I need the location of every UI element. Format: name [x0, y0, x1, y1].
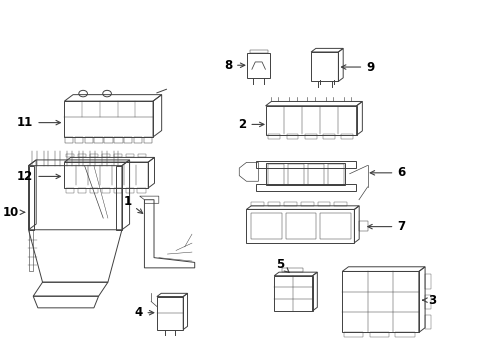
Text: 12: 12: [17, 170, 61, 183]
Bar: [116, 166, 122, 230]
Bar: [114, 137, 122, 143]
Bar: [304, 134, 316, 139]
Bar: [251, 202, 263, 206]
Bar: [78, 154, 86, 157]
Bar: [267, 163, 283, 185]
Bar: [281, 267, 303, 272]
Bar: [249, 50, 267, 53]
Bar: [265, 163, 345, 185]
Bar: [246, 210, 354, 243]
Bar: [267, 202, 280, 206]
Bar: [334, 202, 346, 206]
Bar: [124, 137, 132, 143]
Bar: [286, 134, 298, 139]
Text: 1: 1: [123, 195, 142, 213]
Bar: [341, 134, 352, 139]
Bar: [90, 154, 98, 157]
Text: 2: 2: [238, 118, 264, 131]
Bar: [268, 134, 280, 139]
Bar: [256, 184, 355, 191]
Bar: [78, 188, 86, 193]
Bar: [65, 188, 74, 193]
Bar: [137, 188, 145, 193]
Bar: [125, 188, 134, 193]
Bar: [89, 188, 98, 193]
Text: 6: 6: [369, 166, 405, 179]
Bar: [310, 52, 338, 81]
Bar: [84, 137, 93, 143]
Bar: [256, 161, 355, 168]
Bar: [287, 163, 303, 185]
Bar: [113, 188, 122, 193]
Bar: [327, 163, 344, 185]
Bar: [359, 221, 367, 231]
Bar: [65, 137, 73, 143]
Bar: [247, 53, 269, 78]
Bar: [94, 137, 102, 143]
Text: 10: 10: [3, 206, 25, 219]
Bar: [143, 137, 152, 143]
Bar: [395, 332, 414, 337]
Bar: [114, 154, 122, 157]
Text: 8: 8: [224, 59, 244, 72]
Bar: [138, 154, 145, 157]
Text: 4: 4: [134, 306, 154, 319]
Bar: [75, 137, 83, 143]
Bar: [320, 213, 350, 239]
Bar: [424, 315, 430, 329]
Text: 11: 11: [17, 116, 61, 129]
Bar: [322, 134, 334, 139]
Bar: [424, 295, 430, 309]
Bar: [274, 276, 312, 311]
Bar: [344, 332, 363, 337]
Bar: [284, 202, 296, 206]
Bar: [134, 137, 142, 143]
Bar: [126, 154, 134, 157]
Bar: [102, 188, 110, 193]
Text: 7: 7: [367, 220, 405, 233]
Bar: [307, 163, 324, 185]
Bar: [102, 154, 110, 157]
Bar: [424, 274, 430, 289]
Bar: [342, 271, 418, 332]
Bar: [66, 154, 74, 157]
Bar: [28, 230, 33, 271]
Bar: [285, 213, 316, 239]
Bar: [64, 162, 148, 188]
Bar: [64, 101, 153, 137]
Bar: [104, 137, 112, 143]
Bar: [251, 213, 281, 239]
Bar: [28, 166, 34, 230]
Bar: [317, 202, 329, 206]
Bar: [265, 106, 356, 135]
Text: 9: 9: [341, 60, 374, 73]
Bar: [301, 202, 313, 206]
Text: 5: 5: [275, 258, 288, 273]
Bar: [369, 332, 388, 337]
Text: 3: 3: [422, 294, 436, 307]
Bar: [157, 297, 183, 329]
